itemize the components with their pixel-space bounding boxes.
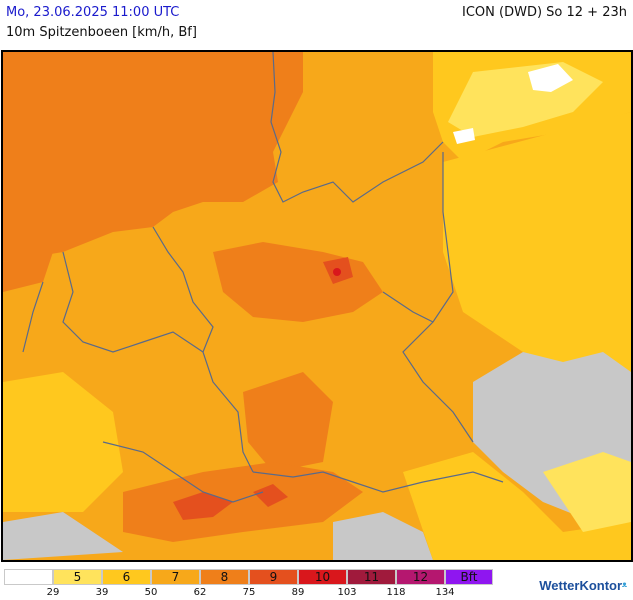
legend-ticks: 29 39 50 62 75 89 103 118 134 (4, 587, 504, 599)
wind-swirl-icon: ᵜ (622, 579, 627, 593)
legend-cell-6: 6 (102, 569, 151, 585)
map-canvas (3, 52, 631, 560)
legend-tick: 118 (386, 587, 406, 598)
wind-gust-map[interactable] (1, 50, 633, 562)
legend-tick: 103 (337, 587, 357, 598)
brand-logo: WetterKontorᵜ (539, 578, 627, 593)
legend-cell-11: 11 (347, 569, 396, 585)
legend-cell-7: 7 (151, 569, 200, 585)
legend-tick: 50 (144, 587, 158, 598)
east-yellow-patch (543, 452, 631, 532)
legend-tick: 134 (435, 587, 455, 598)
baltic-white-patch-2 (453, 128, 475, 144)
legend-cell-8: 8 (200, 569, 249, 585)
legend-cell-5: 5 (53, 569, 102, 585)
legend-tick: 89 (291, 587, 305, 598)
channel-region (3, 252, 53, 292)
map-subtitle: 10m Spitzenboeen [km/h, Bf] (6, 25, 197, 40)
legend-cell-10: 10 (298, 569, 347, 585)
legend-tick: 39 (95, 587, 109, 598)
north-sea-region (3, 52, 303, 262)
model-run-label: ICON (DWD) So 12 + 23h (462, 5, 627, 20)
peak-gust-spot (333, 268, 341, 276)
legend-cell-12: 12 (396, 569, 445, 585)
baltic-white-patch (528, 64, 573, 92)
border-lines (22, 52, 504, 503)
terrain-gray-south (3, 512, 123, 560)
legend-tick: 75 (242, 587, 256, 598)
southwest-light (3, 372, 123, 512)
brand-name: WetterKontor (539, 578, 623, 593)
legend-cell-bft: Bft (445, 569, 493, 585)
legend-tick: 62 (193, 587, 207, 598)
legend-cell-calm (4, 569, 53, 585)
color-legend: 5 6 7 8 9 10 11 12 Bft (4, 569, 493, 585)
legend-tick: 29 (46, 587, 60, 598)
date-time-label: Mo, 23.06.2025 11:00 UTC (6, 5, 180, 20)
alps-strong-band (123, 462, 363, 542)
terrain-gray-alps (333, 512, 433, 560)
poland-region (443, 112, 631, 382)
southeast-light (403, 452, 631, 560)
south-germany-strong (243, 372, 333, 472)
legend-cell-9: 9 (249, 569, 298, 585)
